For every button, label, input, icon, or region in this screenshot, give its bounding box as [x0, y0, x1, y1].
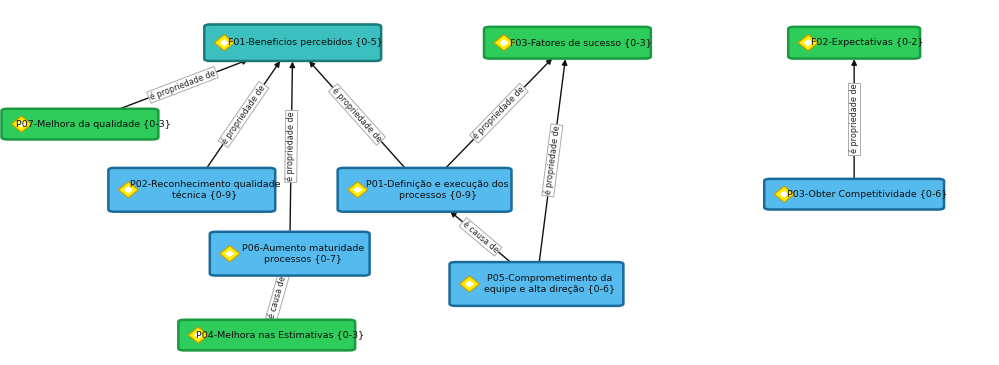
Text: P02-Reconhecimento qualidade
técnica {0-9}: P02-Reconhecimento qualidade técnica {0-…: [130, 180, 280, 200]
Polygon shape: [774, 186, 794, 202]
Text: P06-Aumento maturidade
processos {0-7}: P06-Aumento maturidade processos {0-7}: [242, 244, 364, 264]
Polygon shape: [119, 182, 138, 198]
Text: P05-Comprometimento da
equipe e alta direção {0-6}: P05-Comprometimento da equipe e alta dir…: [484, 274, 615, 294]
Polygon shape: [798, 35, 818, 51]
Text: P04-Melhora nas Estimativas {0-3}: P04-Melhora nas Estimativas {0-3}: [196, 331, 364, 339]
Text: P07-Melhora da qualidade {0-3}: P07-Melhora da qualidade {0-3}: [16, 120, 170, 128]
Polygon shape: [17, 120, 26, 128]
Text: P01-Definição e execução dos
processos {0-9}: P01-Definição e execução dos processos {…: [367, 180, 508, 200]
Text: F03-Fatores de sucesso {0-3}: F03-Fatores de sucesso {0-3}: [509, 38, 651, 47]
FancyBboxPatch shape: [788, 27, 920, 58]
Text: é propriedade de: é propriedade de: [849, 84, 859, 153]
Polygon shape: [354, 186, 362, 193]
Text: F02-Expectativas {0-2}: F02-Expectativas {0-2}: [811, 38, 923, 47]
Polygon shape: [779, 191, 789, 198]
FancyBboxPatch shape: [178, 320, 356, 350]
Polygon shape: [194, 331, 203, 339]
Polygon shape: [494, 35, 513, 51]
Text: é causa de: é causa de: [267, 275, 288, 320]
Text: é causa de: é causa de: [461, 219, 500, 254]
Polygon shape: [124, 186, 133, 193]
Text: é propriedade de: é propriedade de: [543, 125, 561, 195]
FancyBboxPatch shape: [108, 168, 276, 212]
FancyBboxPatch shape: [210, 232, 370, 276]
Polygon shape: [500, 39, 508, 46]
Polygon shape: [225, 250, 234, 257]
Polygon shape: [466, 280, 475, 288]
Text: P03-Obter Competitividade {0-6}: P03-Obter Competitividade {0-6}: [787, 190, 947, 199]
FancyBboxPatch shape: [450, 262, 623, 306]
FancyBboxPatch shape: [2, 109, 158, 139]
Polygon shape: [803, 39, 812, 46]
Polygon shape: [214, 35, 234, 51]
FancyBboxPatch shape: [204, 24, 381, 61]
Text: F01-Beneficios percebidos {0-5}: F01-Beneficios percebidos {0-5}: [229, 38, 383, 47]
FancyBboxPatch shape: [338, 168, 511, 212]
Polygon shape: [348, 182, 368, 198]
Text: é propriedade de: é propriedade de: [286, 112, 297, 181]
Text: é propriedade de: é propriedade de: [220, 83, 267, 146]
FancyBboxPatch shape: [764, 179, 944, 210]
Text: é propriedade de: é propriedade de: [148, 68, 217, 102]
Polygon shape: [12, 116, 32, 132]
Polygon shape: [188, 327, 209, 343]
FancyBboxPatch shape: [484, 27, 651, 58]
Polygon shape: [460, 276, 480, 292]
Polygon shape: [220, 39, 229, 46]
Polygon shape: [220, 246, 240, 262]
Text: é propriedade de: é propriedade de: [472, 85, 526, 142]
Text: é propriedade de: é propriedade de: [331, 85, 384, 143]
